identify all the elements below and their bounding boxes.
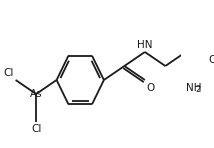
- Text: Cl: Cl: [4, 68, 14, 78]
- Text: O: O: [208, 55, 214, 65]
- Text: O: O: [147, 83, 155, 93]
- Text: NH: NH: [186, 83, 201, 93]
- Text: As: As: [30, 89, 42, 99]
- Text: HN: HN: [137, 40, 153, 50]
- Text: 2: 2: [195, 85, 200, 94]
- Text: Cl: Cl: [31, 124, 41, 134]
